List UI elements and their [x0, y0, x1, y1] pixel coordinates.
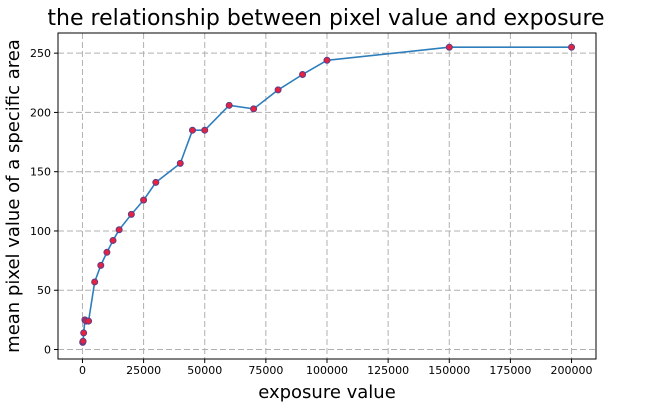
data-point [323, 56, 331, 64]
data-point [109, 236, 117, 244]
x-tick-label: 0 [79, 364, 86, 377]
data-point [176, 159, 184, 167]
data-point [250, 105, 258, 113]
data-point [152, 178, 160, 186]
chart-title: the relationship between pixel value and… [47, 6, 604, 31]
data-point [274, 86, 282, 94]
x-tick-label: 75000 [248, 364, 283, 377]
x-tick-label: 25000 [126, 364, 161, 377]
y-tick-label: 150 [30, 166, 51, 179]
data-point [127, 210, 135, 218]
data-point [85, 317, 93, 325]
data-point [103, 248, 111, 256]
data-point [445, 43, 453, 51]
y-axis-label: mean pixel value of a specific area [3, 39, 24, 353]
data-point [91, 278, 99, 286]
data-point [97, 261, 105, 269]
y-tick-label: 50 [37, 284, 51, 297]
x-tick-label: 200000 [551, 364, 593, 377]
x-axis-ticks: 0 25000 50000 75000 100000 125000 150000 175000… [79, 359, 593, 377]
grid [58, 33, 596, 359]
data-point [225, 101, 233, 109]
x-axis-label: exposure value [258, 382, 396, 403]
data-points [79, 43, 576, 346]
data-point [299, 70, 307, 78]
data-point [568, 43, 576, 51]
x-tick-label: 175000 [489, 364, 531, 377]
x-tick-label: 100000 [306, 364, 348, 377]
y-tick-label: 0 [44, 344, 51, 357]
data-point [79, 337, 87, 345]
y-axis-ticks: 0 50 100 150 200 250 [30, 47, 58, 357]
data-point [201, 126, 209, 134]
data-point [115, 226, 123, 234]
x-tick-label: 50000 [187, 364, 222, 377]
data-point [80, 329, 88, 337]
y-tick-label: 200 [30, 106, 51, 119]
x-tick-label: 150000 [428, 364, 470, 377]
x-tick-label: 125000 [367, 364, 409, 377]
data-point [189, 126, 196, 134]
y-tick-label: 100 [30, 225, 51, 238]
data-point [140, 196, 148, 204]
y-tick-label: 250 [30, 47, 51, 60]
